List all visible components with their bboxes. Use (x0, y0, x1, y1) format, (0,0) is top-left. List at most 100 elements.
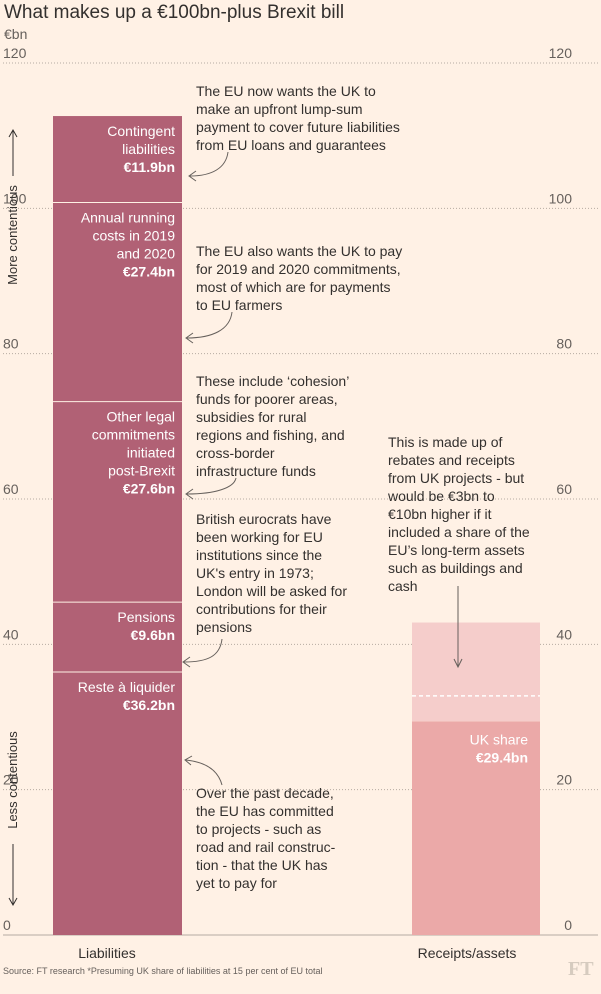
annotation-line: been working for EU (196, 529, 323, 545)
x-category-label: Receipts/assets (418, 945, 517, 961)
annotation-receipts: This is made up of rebates and receipts fr… (388, 433, 530, 595)
arrow-cohesion (186, 477, 237, 495)
annotation-contingent: The EU now wants the UK to make an upfron… (196, 82, 400, 154)
segment-label: Annual running (81, 210, 175, 226)
segment-value-label: €36.2bn (123, 697, 175, 713)
arrow-pensions (183, 638, 223, 663)
receipts-segment-bar (412, 721, 540, 935)
annotation-line: contributions for their (196, 601, 327, 617)
annotation-line: included a share of the (388, 524, 530, 540)
annotation-line: €10bn higher if it (388, 506, 492, 522)
y-tick-label-right: 40 (556, 626, 572, 642)
arrow-receipts-head (453, 658, 463, 669)
annotation-line: to EU farmers (196, 297, 283, 313)
annotation-line: This is made up of (388, 434, 503, 450)
x-category-label: Liabilities (78, 945, 136, 961)
annotation-line: cash (388, 578, 418, 594)
annotation-line: tion - that the UK has (196, 857, 328, 873)
y-tick-label-left: 60 (3, 481, 19, 497)
annotation-line: infrastructure funds (196, 463, 316, 479)
source-note: Source: FT research *Presuming UK share … (3, 966, 323, 976)
annotation-line: institutions since the (196, 547, 323, 563)
liabilities-segment-bar (53, 671, 182, 935)
receipts-segment-bar (412, 622, 540, 722)
y-tick-label-left: 40 (3, 626, 19, 642)
arrow-contingent-head (188, 170, 197, 182)
annotation-line: cross-border (196, 445, 275, 461)
liabilities-segment-bar (53, 116, 182, 203)
y-tick-label-right: 80 (556, 336, 572, 352)
segment-label: Pensions (117, 609, 175, 625)
annotation-line: subsidies for rural (196, 409, 307, 425)
liabilities-segment-bar (53, 401, 182, 603)
annotation-reste: Over the past decade, the EU has committe… (196, 784, 335, 892)
annotation-line: funds for poorer areas, (196, 391, 338, 407)
segment-label: Reste à liquider (78, 679, 176, 695)
annotation-line: such as buildings and (388, 560, 523, 576)
arrow-running-costs (186, 311, 233, 339)
segment-value-label: €27.4bn (123, 264, 175, 280)
annotation-line: from UK projects - but (388, 470, 525, 486)
annotation-running-costs: The EU also wants the UK to pay for 2019 … (196, 242, 402, 314)
annotation-line: make an upfront lump-sum (196, 101, 363, 117)
annotation-line: The EU also wants the UK to pay (196, 243, 403, 259)
arrow-cohesion-head (185, 488, 194, 500)
annotation-line: British eurocrats have (196, 511, 332, 527)
arrow-pensions-head (182, 656, 191, 668)
segment-label: initiated (127, 445, 175, 461)
y-tick-label-right: 20 (556, 772, 572, 788)
annotation-line: for 2019 and 2020 commitments, (196, 261, 401, 277)
annotation-line: regions and fishing, and (196, 427, 345, 443)
arrow-contingent (189, 151, 229, 177)
side-label-less-contentious: Less contentious (5, 731, 20, 829)
segment-label: costs in 2019 (93, 228, 176, 244)
arrow-running-costs-head (185, 332, 194, 344)
segment-value-label: €9.6bn (131, 627, 175, 643)
y-tick-label-left: 0 (3, 917, 11, 933)
annotation-pensions: British eurocrats have been working for E… (196, 510, 347, 636)
liabilities-segment-bar (53, 202, 182, 402)
y-tick-label-left: 120 (3, 45, 27, 61)
annotation-line: pensions (196, 619, 253, 635)
annotation-line: EU’s long-term assets (388, 542, 525, 558)
annotation-line: payment to cover future liabilities (196, 119, 400, 135)
annotation-cohesion: These include ‘cohesion’ funds for poorer… (196, 372, 349, 480)
down-arrow-head (8, 897, 18, 907)
annotation-line: yet to pay for (196, 875, 277, 891)
annotation-line: the EU has committed (196, 803, 334, 819)
segment-label: Contingent (107, 123, 175, 139)
annotation-line: most of which are for payments (196, 279, 391, 295)
y-tick-label-right: 120 (549, 45, 573, 61)
ft-logo: FT (568, 958, 594, 980)
y-tick-label-right: 100 (549, 190, 573, 206)
segment-label: post-Brexit (108, 463, 175, 479)
y-tick-label-right: 0 (564, 917, 572, 933)
y-tick-label-right: 60 (556, 481, 572, 497)
y-tick-label-left: 80 (3, 336, 19, 352)
segment-value-label: €29.4bn (476, 749, 528, 765)
annotation-line: road and rail construc- (196, 839, 336, 855)
segment-label: liabilities (122, 141, 175, 157)
segment-label: commitments (92, 427, 175, 443)
liabilities-segment-bar (53, 602, 182, 672)
segment-value-label: €11.9bn (124, 159, 175, 175)
arrow-reste-head (184, 755, 193, 766)
arrow-reste (185, 759, 223, 786)
annotation-line: to projects - such as (196, 821, 322, 837)
annotation-line: Over the past decade, (196, 785, 334, 801)
segment-label: and 2020 (117, 246, 176, 262)
annotation-line: London will be asked for (196, 583, 347, 599)
y-tick-label-left: 100 (3, 190, 27, 206)
annotation-line: rebates and receipts (388, 452, 515, 468)
segment-label: Other legal (107, 409, 175, 425)
chart-title: What makes up a €100bn-plus Brexit bill (4, 2, 345, 23)
annotation-line: would be €3bn to (388, 488, 495, 504)
annotation-line: The EU now wants the UK to (196, 83, 376, 99)
unit-label: €bn (4, 26, 28, 42)
segment-value-label: €27.6bn (123, 481, 175, 497)
up-arrow-head (8, 128, 18, 138)
side-label-more-contentious: More contentious (5, 185, 20, 285)
annotation-line: from EU loans and guarantees (196, 137, 386, 153)
segment-label: UK share (470, 731, 529, 747)
